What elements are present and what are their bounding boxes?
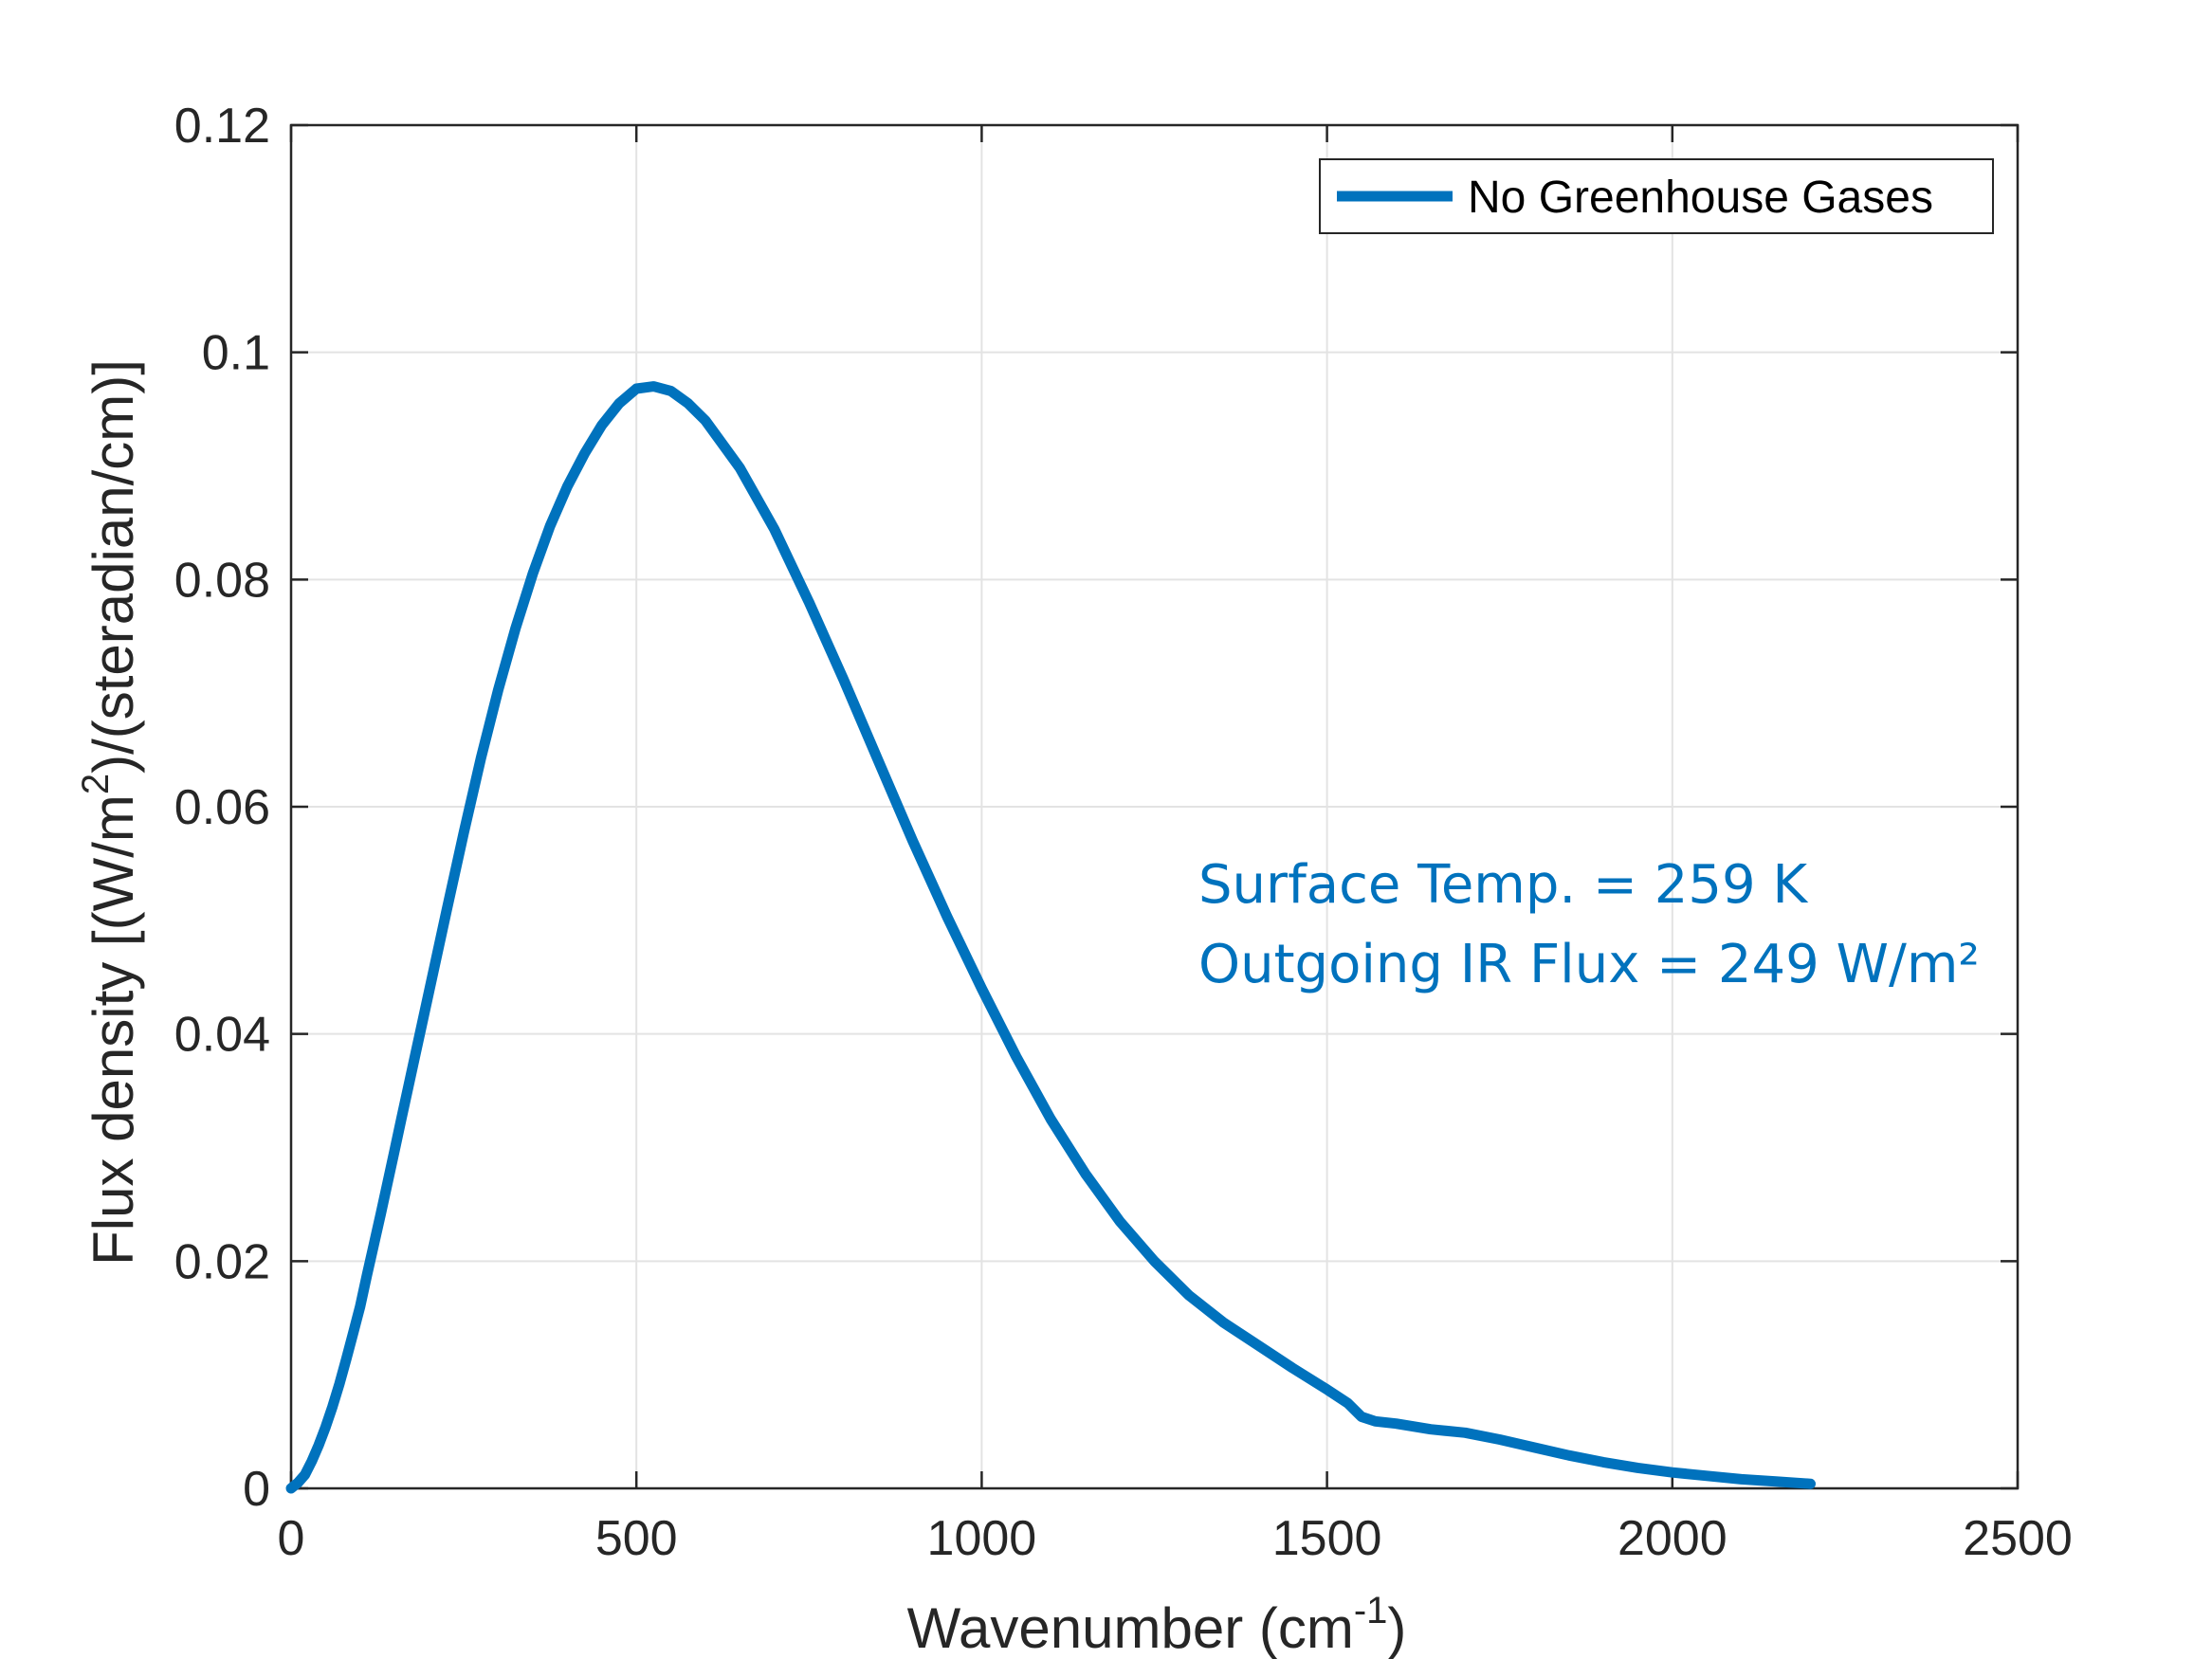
- x-tick-labels: 0 500 1000 1500 2000 2500: [278, 1511, 2073, 1566]
- annotation-surface-temp: Surface Temp. = 259 K: [1198, 854, 1808, 916]
- x-axis-label-main: Wavenumber (cm: [907, 1596, 1354, 1659]
- annotation-outgoing-flux: Outgoing IR Flux = 249 W/m²: [1198, 934, 1980, 995]
- x-tick-label: 2500: [1963, 1511, 2073, 1566]
- y-tick-label: 0: [243, 1462, 270, 1517]
- series-line-no-greenhouse-gases: [285, 381, 1816, 1494]
- y-axis-label-main: Flux density [(W/m: [82, 794, 145, 1266]
- y-tick-label: 0.04: [174, 1008, 270, 1063]
- x-tick-label: 2000: [1618, 1511, 1728, 1566]
- x-tick-label: 500: [595, 1511, 678, 1566]
- y-axis-label-sup: 2: [75, 774, 117, 794]
- x-tick-label: 1000: [927, 1511, 1037, 1566]
- x-tick-label: 0: [278, 1511, 305, 1566]
- legend: No Greenhouse Gases: [1319, 158, 1994, 234]
- y-axis-label-end: )/(steradian/cm)]: [82, 359, 145, 774]
- x-axis-label-end: ): [1387, 1596, 1406, 1659]
- y-tick-label: 0.08: [174, 553, 270, 608]
- grid-lines: [290, 124, 2019, 1489]
- y-tick-label: 0.1: [202, 326, 270, 381]
- y-tick-label: 0.06: [174, 780, 270, 835]
- x-axis-label-sup: -1: [1354, 1590, 1388, 1632]
- legend-label: No Greenhouse Gases: [1468, 173, 1933, 223]
- y-tick-labels: 0 0.02 0.04 0.06 0.08 0.1 0.12: [174, 99, 270, 1517]
- x-axis-label: Wavenumber (cm-1): [907, 1590, 1407, 1659]
- x-tick-label: 1500: [1272, 1511, 1382, 1566]
- y-tick-label: 0.12: [174, 99, 270, 154]
- y-axis-label: Flux density [(W/m2)/(steradian/cm)]: [75, 359, 145, 1266]
- y-tick-label: 0.02: [174, 1234, 270, 1289]
